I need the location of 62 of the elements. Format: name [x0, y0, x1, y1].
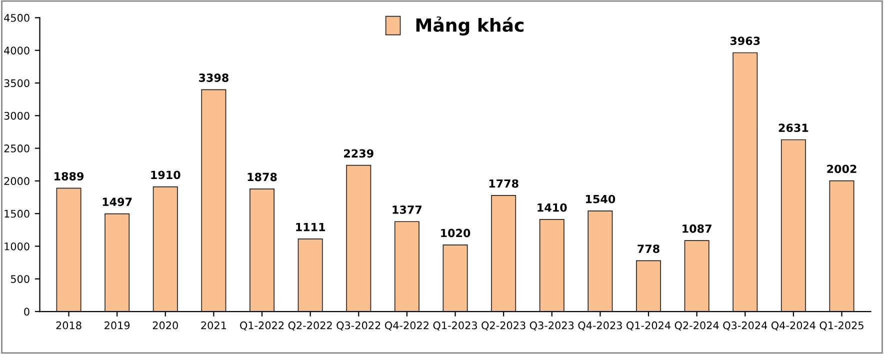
y-tick-label: 500	[10, 275, 30, 283]
y-tick-label: 4000	[4, 46, 30, 54]
data-label: 1778	[489, 179, 518, 188]
y-tick-label: 2500	[4, 144, 30, 152]
data-label: 3398	[198, 74, 228, 82]
x-tick-label: Q2-2023	[482, 321, 526, 330]
data-label: 2002	[827, 164, 856, 174]
x-tick-label: Q2-2022	[288, 321, 332, 330]
data-label: 1087	[682, 224, 712, 233]
x-tick-label: 2019	[104, 321, 130, 330]
y-tick-label: 4500	[4, 14, 30, 22]
data-label: 1889	[54, 172, 84, 180]
data-label: 2631	[778, 124, 808, 132]
bar	[732, 52, 758, 312]
bar	[201, 89, 226, 312]
y-tick-label: 1000	[4, 242, 30, 250]
bar	[829, 180, 854, 312]
x-tick-label: Q3-2023	[530, 321, 574, 330]
x-tick-label: 2020	[152, 321, 178, 330]
x-tick-label: Q1-2025	[820, 321, 864, 330]
y-tick-label: 3000	[4, 112, 30, 120]
data-label: 2239	[344, 149, 374, 158]
x-tick-label: Q1-2023	[433, 321, 477, 330]
bar	[152, 186, 178, 312]
x-tick-label: 2018	[56, 321, 82, 330]
x-tick-label: 2021	[201, 321, 226, 330]
data-label: 1878	[248, 172, 277, 182]
data-label: 1377	[392, 206, 422, 214]
bar	[104, 213, 130, 312]
data-label: 1111	[296, 223, 326, 232]
legend-label: Mảng khác	[416, 16, 524, 36]
data-label: 1020	[441, 228, 470, 238]
x-tick-label: Q4-2024	[771, 321, 816, 330]
x-tick-label: Q4-2023	[578, 321, 622, 330]
data-label: 1910	[151, 170, 180, 180]
data-label: 1410	[538, 203, 567, 212]
bar	[539, 219, 564, 312]
x-tick-label: Q3-2022	[336, 321, 380, 330]
y-tick-label: 3500	[4, 79, 30, 88]
y-tick-label: 1500	[4, 210, 30, 218]
bar	[636, 260, 662, 312]
data-label: 778	[638, 244, 660, 254]
y-tick-label: 2000	[4, 177, 30, 186]
bar	[346, 164, 372, 312]
y-tick-label: 0	[24, 308, 30, 316]
x-tick-label: Q3-2024	[723, 321, 768, 330]
bar	[491, 195, 516, 312]
bar	[684, 240, 710, 312]
bar	[780, 139, 806, 312]
data-label: 1540	[586, 194, 616, 204]
x-tick-label: Q2-2024	[674, 321, 719, 330]
x-tick-label: Q4-2022	[384, 321, 428, 330]
bar	[442, 244, 468, 312]
x-tick-label: Q1-2022	[240, 321, 284, 330]
bar	[56, 188, 82, 312]
bar	[250, 188, 275, 312]
data-label: 3963	[730, 36, 760, 46]
data-label: 1497	[102, 198, 132, 206]
bar	[394, 221, 420, 312]
bar	[588, 210, 613, 312]
x-tick-label: Q1-2024	[626, 321, 670, 330]
bar	[298, 238, 323, 312]
